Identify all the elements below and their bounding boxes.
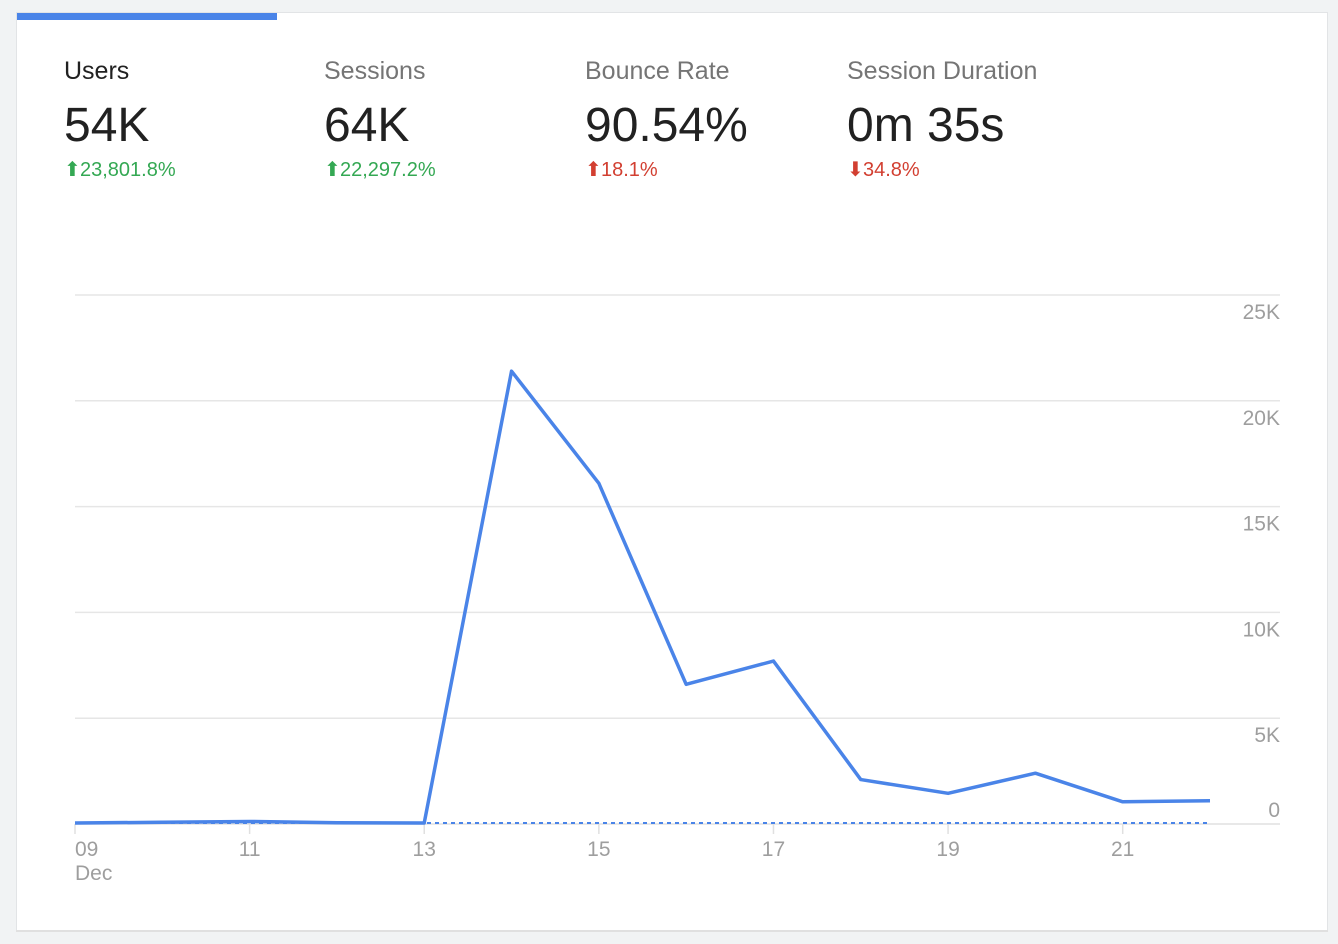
metric-delta: ⬇34.8% [847, 158, 1097, 182]
metric-tab-bounce-rate[interactable]: Bounce Rate 90.54% ⬆18.1% [585, 56, 835, 182]
card-bottom-divider [16, 930, 1328, 932]
metric-label: Sessions [324, 57, 426, 85]
metric-tab-sessions[interactable]: Sessions 64K ⬆22,297.2% [324, 56, 574, 182]
metric-value: 90.54% [585, 99, 748, 152]
metric-delta-value: 18.1% [601, 159, 658, 181]
metric-tab-users[interactable]: Users 54K ⬆23,801.8% [64, 56, 314, 182]
metric-label: Users [64, 57, 130, 85]
metric-value: 0m 35s [847, 99, 1005, 152]
arrow-up-icon: ⬆ [64, 159, 81, 181]
arrow-up-icon: ⬆ [585, 159, 602, 181]
metric-delta: ⬆22,297.2% [324, 158, 574, 182]
metric-label: Bounce Rate [585, 57, 730, 85]
metric-value: 54K [64, 99, 150, 152]
metric-value: 64K [324, 99, 410, 152]
metric-delta: ⬆18.1% [585, 158, 835, 182]
metric-label: Session Duration [847, 57, 1038, 85]
arrow-down-icon: ⬇ [847, 159, 864, 181]
selected-tab-indicator [17, 13, 277, 20]
metric-delta-value: 23,801.8% [80, 159, 176, 181]
metric-delta-value: 34.8% [863, 159, 920, 181]
arrow-up-icon: ⬆ [324, 159, 341, 181]
metric-delta-value: 22,297.2% [340, 159, 436, 181]
metric-tab-session-duration[interactable]: Session Duration 0m 35s ⬇34.8% [847, 56, 1097, 182]
metric-delta: ⬆23,801.8% [64, 158, 314, 182]
